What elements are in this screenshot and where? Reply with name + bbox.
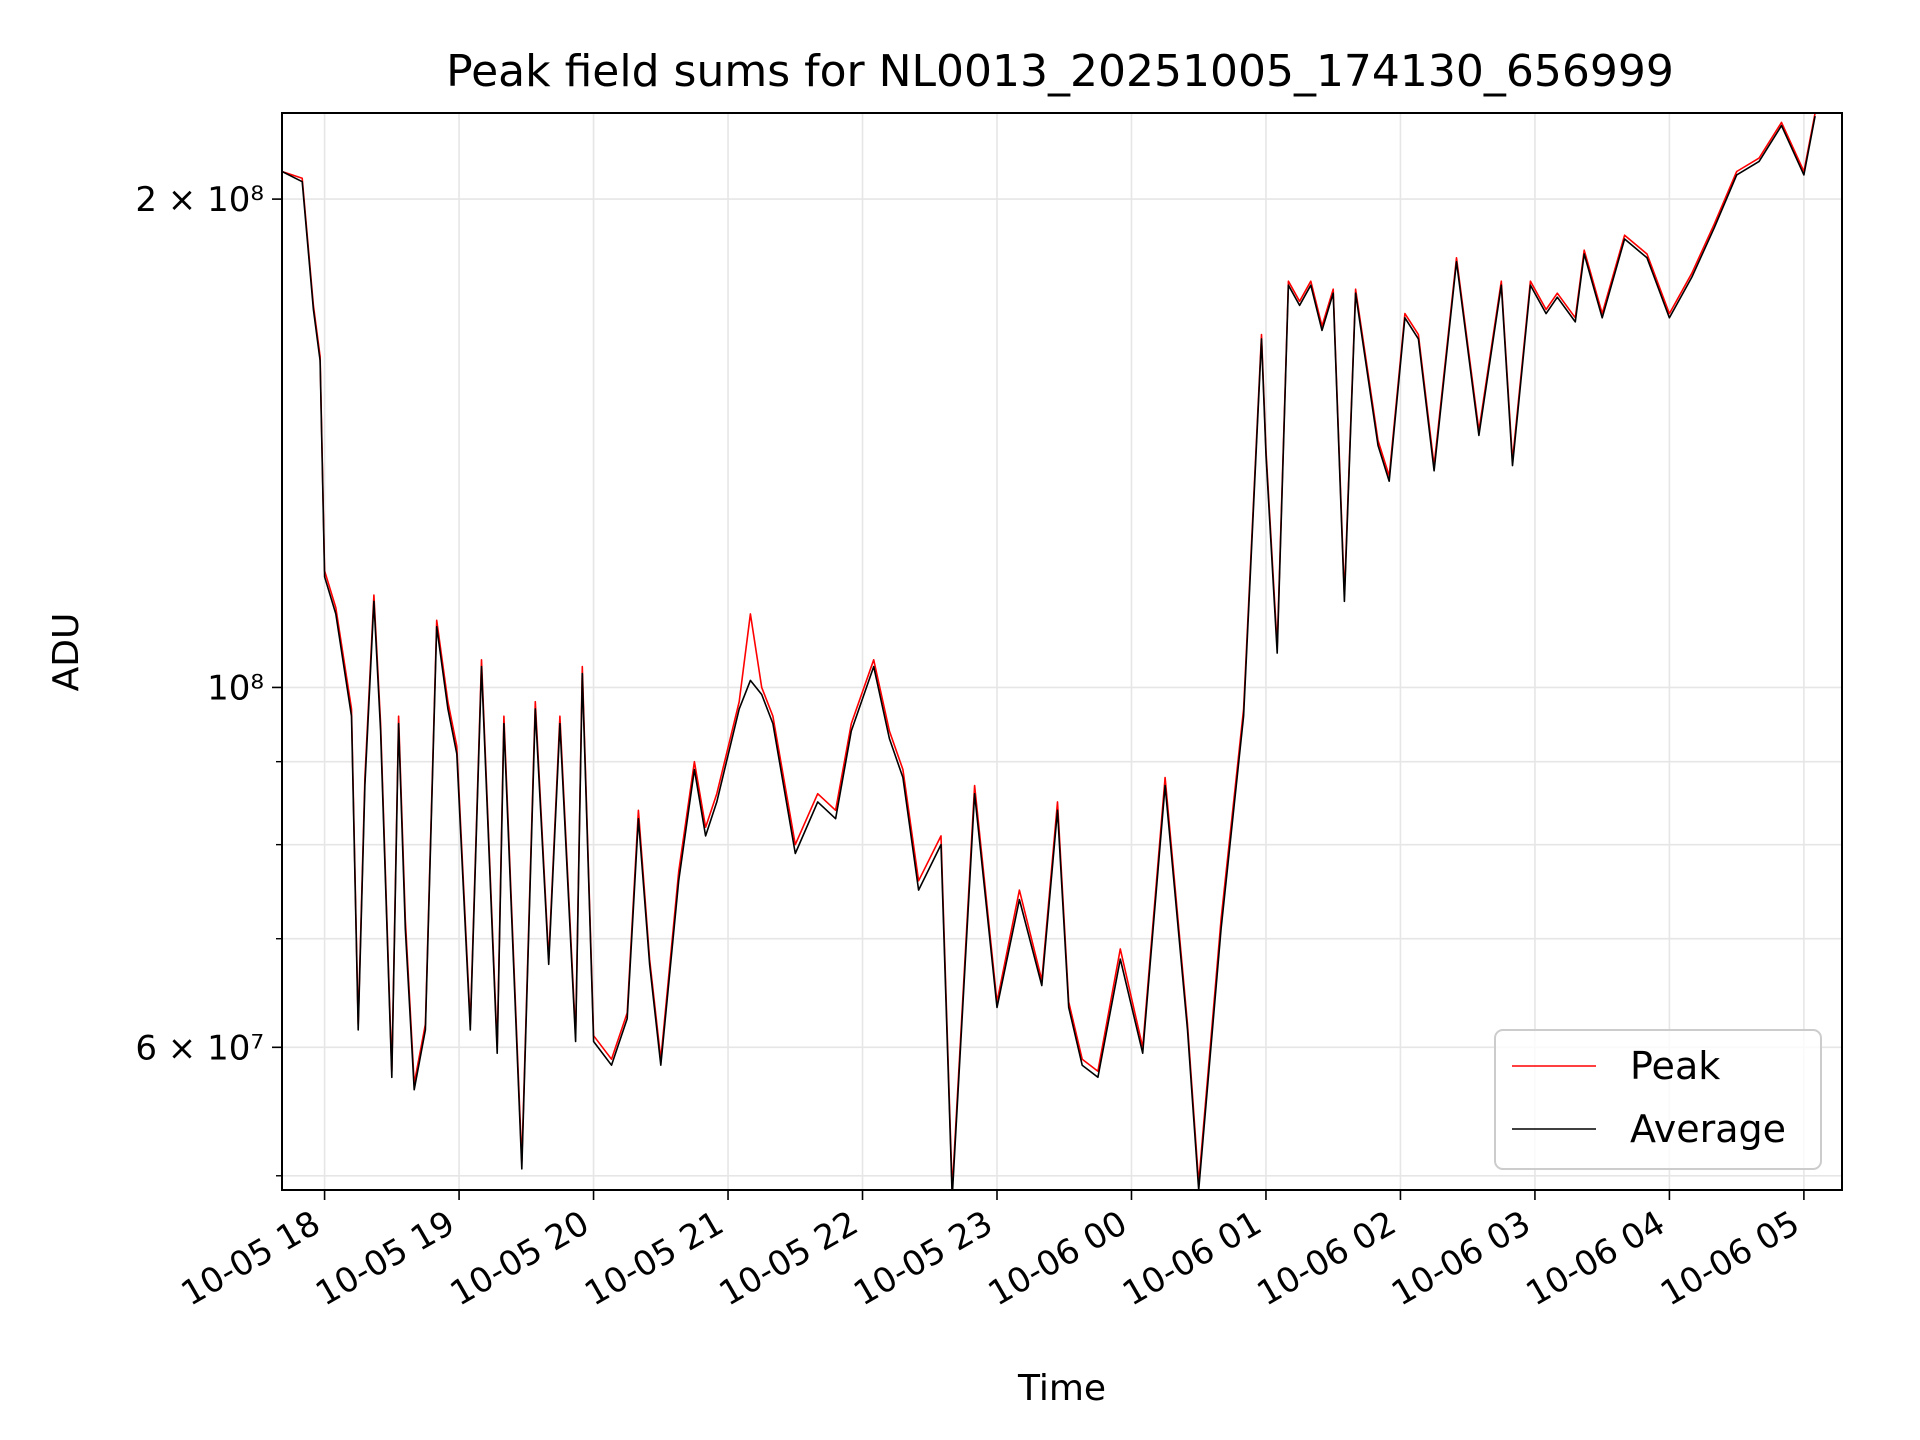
legend-label-average: Average	[1630, 1107, 1786, 1151]
y-tick-label: 2 × 10⁸	[135, 180, 264, 220]
series-line-average	[282, 115, 1816, 1190]
y-tick-label: 6 × 10⁷	[135, 1028, 264, 1068]
chart-title: Peak field sums for NL0013_20251005_1741…	[446, 46, 1674, 97]
legend-label-peak: Peak	[1630, 1044, 1720, 1088]
plot-area	[282, 113, 1816, 1190]
legend: Peak Average	[1494, 1029, 1822, 1170]
plot-frame	[281, 112, 1843, 1191]
series-line-peak	[282, 113, 1816, 1190]
x-axis-label: Time	[1017, 1368, 1106, 1409]
legend-frame	[1494, 1029, 1822, 1170]
y-axis-label: ADU	[46, 613, 87, 692]
grid	[282, 113, 1842, 1190]
y-tick-label: 10⁸	[207, 668, 264, 708]
